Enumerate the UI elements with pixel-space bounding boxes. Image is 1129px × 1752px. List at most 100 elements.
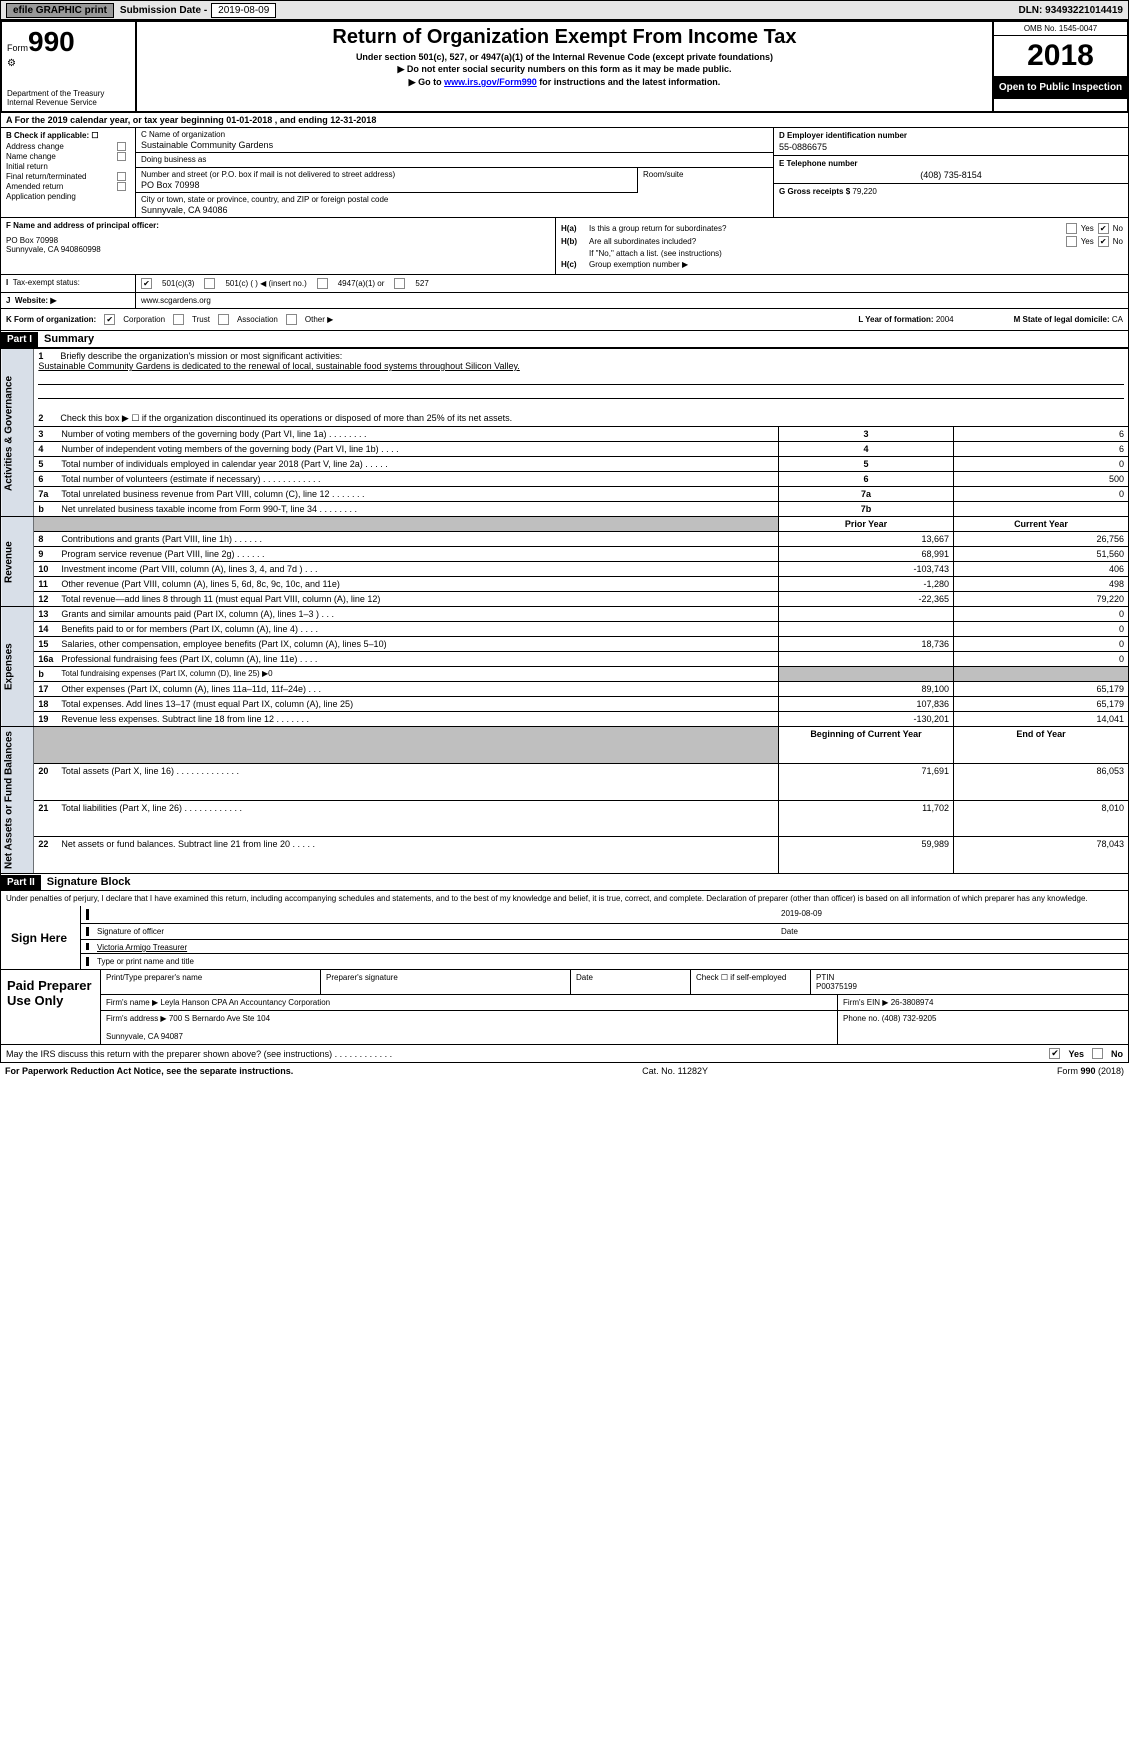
cy-val: 51,560: [954, 547, 1129, 562]
line-desc: Revenue less expenses. Subtract line 18 …: [57, 712, 778, 727]
row-j-website: J Website: ▶ www.scgardens.org: [0, 293, 1129, 309]
cy-val: 65,179: [954, 697, 1129, 712]
org-name-label: C Name of organization: [141, 130, 768, 139]
city-value: Sunnyvale, CA 94086: [141, 205, 768, 215]
hc-label: H(c): [561, 260, 589, 269]
section-f-h: F Name and address of principal officer:…: [0, 218, 1129, 275]
prep-ptin: PTIN P00375199: [811, 970, 1128, 994]
line-desc: Total number of individuals employed in …: [57, 457, 778, 472]
city-label: City or town, state or province, country…: [141, 195, 768, 204]
chk-501c[interactable]: [204, 278, 215, 289]
cy-val: 86,053: [954, 763, 1129, 800]
line-desc: Other expenses (Part IX, column (A), lin…: [57, 682, 778, 697]
col-c-org-info: C Name of organization Sustainable Commu…: [136, 128, 773, 217]
f-value: PO Box 70998 Sunnyvale, CA 940860998: [6, 236, 550, 254]
chk-501c3[interactable]: ✔: [141, 278, 152, 289]
chk-address-change[interactable]: Address change: [6, 142, 130, 151]
vlabel-expenses: Expenses: [1, 607, 34, 727]
cy-val: 0: [954, 607, 1129, 622]
line-val: 0: [954, 457, 1129, 472]
ey-head: End of Year: [954, 727, 1129, 764]
prep-date-label: Date: [571, 970, 691, 994]
cat-no: Cat. No. 11282Y: [642, 1066, 708, 1076]
chk-other[interactable]: [286, 314, 297, 325]
cy-val: 14,041: [954, 712, 1129, 727]
line-num: 9: [34, 547, 58, 562]
paid-preparer-block: Paid Preparer Use Only Print/Type prepar…: [0, 970, 1129, 1045]
ein-label: D Employer identification number: [779, 131, 1123, 140]
street-label: Number and street (or P.O. box if mail i…: [141, 170, 632, 179]
chk-initial-return[interactable]: Initial return: [6, 162, 130, 171]
row-a-tax-year: A For the 2019 calendar year, or tax yea…: [0, 113, 1129, 128]
chk-corp[interactable]: ✔: [104, 314, 115, 325]
chk-trust[interactable]: [173, 314, 184, 325]
part2-header: Part II Signature Block: [0, 874, 1129, 891]
row-i-tax-status: I Tax-exempt status: ✔501(c)(3) 501(c) (…: [0, 275, 1129, 293]
hb-yes-box[interactable]: [1066, 236, 1077, 247]
py-val: 59,989: [779, 837, 954, 874]
line-desc: Total number of volunteers (estimate if …: [57, 472, 778, 487]
box-num: 6: [779, 472, 954, 487]
f-label: F Name and address of principal officer:: [6, 221, 159, 230]
box-num: 3: [779, 427, 954, 442]
ha-text: Is this a group return for subordinates?: [589, 224, 1066, 233]
line-desc: Net unrelated business taxable income fr…: [57, 502, 778, 517]
chk-amended[interactable]: Amended return: [6, 182, 130, 191]
chk-pending[interactable]: Application pending: [6, 192, 130, 201]
year-formation: 2004: [936, 315, 954, 324]
ha-no-box[interactable]: ✔: [1098, 223, 1109, 234]
line-desc: Salaries, other compensation, employee b…: [57, 637, 778, 652]
py-val: 89,100: [779, 682, 954, 697]
sign-here-label: Sign Here: [1, 906, 81, 969]
line-num: b: [34, 667, 58, 682]
dept-treasury: Department of the Treasury Internal Reve…: [7, 89, 130, 107]
chk-4947[interactable]: [317, 278, 328, 289]
line-num: 6: [34, 472, 58, 487]
line-desc: Benefits paid to or for members (Part IX…: [57, 622, 778, 637]
col-d-ein-phone: D Employer identification number 55-0886…: [773, 128, 1128, 217]
line-val: [954, 502, 1129, 517]
py-val: 68,991: [779, 547, 954, 562]
chk-assoc[interactable]: [218, 314, 229, 325]
org-name: Sustainable Community Gardens: [141, 140, 768, 150]
prep-name-label: Print/Type preparer's name: [101, 970, 321, 994]
line-num: 17: [34, 682, 58, 697]
line-desc: Program service revenue (Part VIII, line…: [57, 547, 778, 562]
line-val: 6: [954, 442, 1129, 457]
form-subtitle3: ▶ Go to www.irs.gov/Form990 for instruct…: [145, 77, 984, 88]
line-num: 12: [34, 592, 58, 607]
vlabel-netassets: Net Assets or Fund Balances: [1, 727, 34, 874]
line-num: 16a: [34, 652, 58, 667]
irs-link[interactable]: www.irs.gov/Form990: [444, 77, 537, 87]
discuss-yes-box[interactable]: ✔: [1049, 1048, 1060, 1059]
py-val: 13,667: [779, 532, 954, 547]
py-val: 11,702: [779, 800, 954, 837]
py-val: -1,280: [779, 577, 954, 592]
discuss-no-box[interactable]: [1092, 1048, 1103, 1059]
jurat-text: Under penalties of perjury, I declare th…: [1, 891, 1128, 906]
cy-val: 65,179: [954, 682, 1129, 697]
chk-name-change[interactable]: Name change: [6, 152, 130, 161]
summary-table: Activities & Governance1Briefly describe…: [0, 348, 1129, 874]
line-num: 20: [34, 763, 58, 800]
ha-label: H(a): [561, 224, 589, 233]
cy-val: 0: [954, 637, 1129, 652]
firm-name: Leyla Hanson CPA An Accountancy Corporat…: [160, 998, 330, 1007]
phone-label: E Telephone number: [779, 159, 1123, 168]
chk-final-return[interactable]: Final return/terminated: [6, 172, 130, 181]
prep-sig-label: Preparer's signature: [321, 970, 571, 994]
hb-no-box[interactable]: ✔: [1098, 236, 1109, 247]
form-subtitle1: Under section 501(c), 527, or 4947(a)(1)…: [145, 52, 984, 62]
line-num: 5: [34, 457, 58, 472]
state-domicile: CA: [1112, 315, 1123, 324]
signature-block: Under penalties of perjury, I declare th…: [0, 891, 1129, 970]
dln: DLN: 93493221014419: [1018, 5, 1123, 16]
line-desc: Grants and similar amounts paid (Part IX…: [57, 607, 778, 622]
date-label: Date: [781, 927, 1123, 936]
ha-yes-box[interactable]: [1066, 223, 1077, 234]
line-num: 18: [34, 697, 58, 712]
chk-527[interactable]: [394, 278, 405, 289]
line-desc: Contributions and grants (Part VIII, lin…: [57, 532, 778, 547]
mission-label: Briefly describe the organization's miss…: [60, 351, 342, 361]
py-val: 71,691: [779, 763, 954, 800]
